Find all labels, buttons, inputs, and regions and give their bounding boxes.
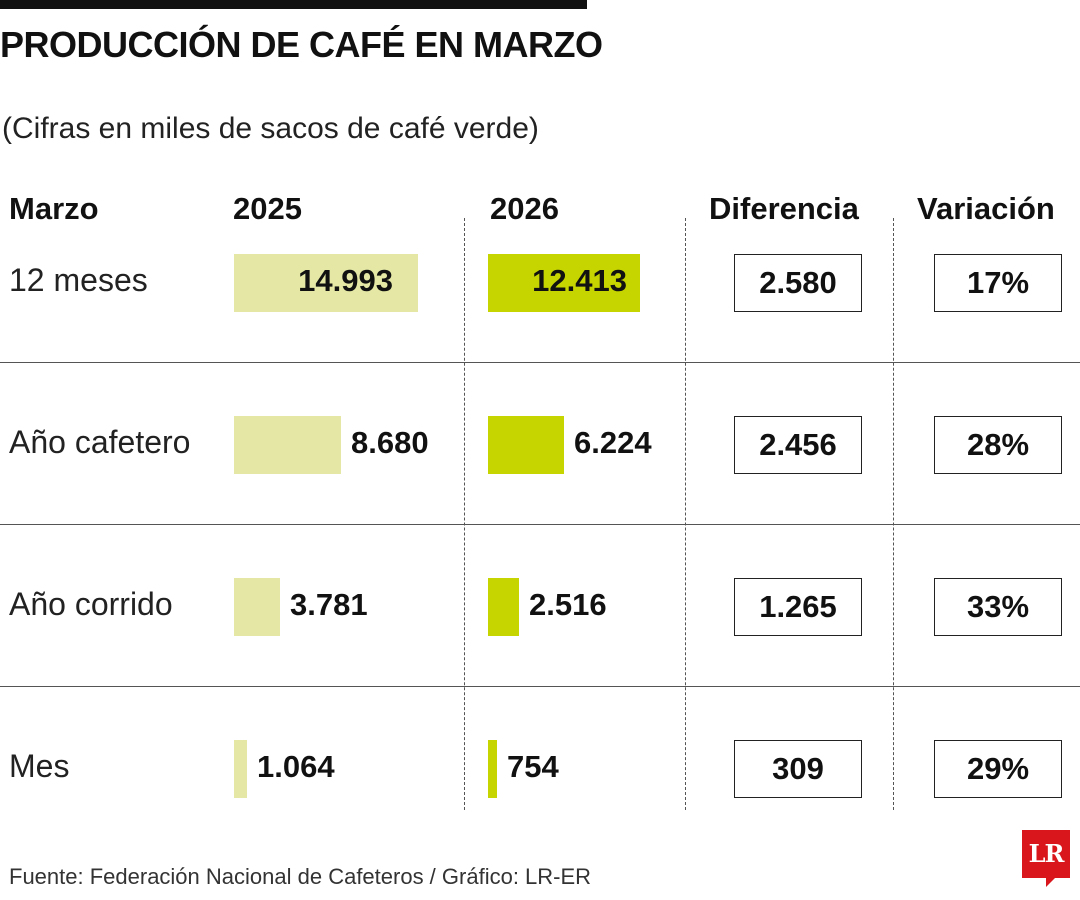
variacion-box-ano-cafetero: 28% — [934, 416, 1062, 474]
variacion-box-ano-corrido: 33% — [934, 578, 1062, 636]
bar-2025-12-meses — [234, 254, 418, 312]
bar-2025-ano-corrido — [234, 578, 280, 636]
value-label-2026-mes: 754 — [507, 749, 559, 784]
row-label-ano-corrido: Año corrido — [9, 586, 173, 622]
row-label-12-meses: 12 meses — [9, 262, 148, 298]
bar-2026-ano-cafetero — [488, 416, 564, 474]
row-label-ano-cafetero: Año cafetero — [9, 424, 191, 460]
row-divider — [0, 362, 1080, 363]
value-label-2026-ano-corrido: 2.516 — [529, 587, 607, 622]
value-label-2025-mes: 1.064 — [257, 749, 335, 784]
bar-2026-ano-corrido — [488, 578, 519, 636]
top-rule — [0, 0, 587, 9]
column-divider — [464, 218, 465, 810]
chart-title: PRODUCCIÓN DE CAFÉ EN MARZO — [0, 24, 603, 65]
row-divider — [0, 686, 1080, 687]
diferencia-box-12-meses: 2.580 — [734, 254, 862, 312]
column-header-variacion: Variación — [917, 191, 1055, 226]
source-note: Fuente: Federación Nacional de Cafeteros… — [9, 864, 592, 889]
row-divider — [0, 524, 1080, 525]
bar-2026-mes — [488, 740, 497, 798]
chart-subtitle: (Cifras en miles de sacos de café verde) — [2, 112, 539, 145]
value-label-2025-ano-corrido: 3.781 — [290, 587, 368, 622]
bar-2026-12-meses — [488, 254, 640, 312]
diferencia-box-mes: 309 — [734, 740, 862, 798]
value-label-2025-12-meses: 14.993 — [298, 263, 393, 298]
column-header-2026: 2026 — [490, 191, 559, 226]
bar-2025-mes — [234, 740, 247, 798]
diferencia-box-ano-cafetero: 2.456 — [734, 416, 862, 474]
lr-logo-tail — [1046, 877, 1056, 887]
column-header-diferencia: Diferencia — [709, 191, 859, 226]
value-label-2026-12-meses: 12.413 — [532, 263, 627, 298]
row-label-mes: Mes — [9, 748, 70, 784]
column-header-marzo: Marzo — [9, 191, 99, 226]
column-header-2025: 2025 — [233, 191, 302, 226]
value-label-2025-ano-cafetero: 8.680 — [351, 425, 429, 460]
diferencia-box-ano-corrido: 1.265 — [734, 578, 862, 636]
variacion-box-12-meses: 17% — [934, 254, 1062, 312]
lr-logo: LR — [1022, 830, 1070, 878]
column-divider — [685, 218, 686, 810]
column-divider — [893, 218, 894, 810]
variacion-box-mes: 29% — [934, 740, 1062, 798]
bar-2025-ano-cafetero — [234, 416, 341, 474]
value-label-2026-ano-cafetero: 6.224 — [574, 425, 652, 460]
